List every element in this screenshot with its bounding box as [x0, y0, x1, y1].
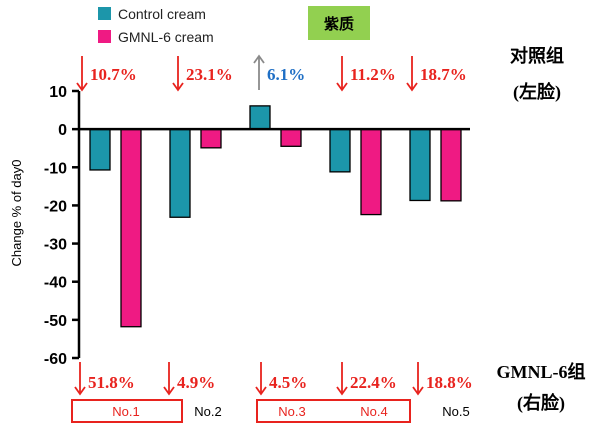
control-bar-no5 [409, 128, 431, 202]
bottom-arrow-4 [336, 362, 348, 396]
top-annotation-3: 6.1% [267, 65, 305, 84]
control-group-label: 对照组 [510, 45, 564, 66]
control-bar-no1 [89, 128, 111, 171]
gmnl-bar-no2 [200, 128, 222, 149]
subject-label-1: No.1 [112, 404, 139, 419]
top-arrow-3 [253, 54, 265, 90]
gmnl-group-label: GMNL-6组 [497, 361, 586, 382]
bottom-arrow-3 [255, 362, 267, 396]
y-axis-label: Change % of day0 [9, 160, 24, 267]
y-tick-label: -40 [44, 275, 67, 292]
control-bar-no2 [169, 128, 191, 218]
y-tick-label: -20 [44, 198, 67, 215]
top-arrow-4 [336, 56, 348, 92]
title-tag-box [308, 6, 370, 40]
title-tag-label: 紫质 [324, 15, 354, 33]
bottom-arrow-1 [74, 362, 86, 396]
legend-label-gmnl: GMNL-6 cream [118, 29, 214, 45]
gmnl-bar-no5 [440, 128, 462, 202]
y-tick-label: 0 [58, 122, 67, 139]
legend-swatch-gmnl [98, 30, 111, 43]
gmnl-group-sublabel: (右脸) [517, 392, 565, 414]
bottom-annotation-4: 22.4% [350, 373, 397, 392]
highlight-box-no1 [71, 399, 183, 423]
bottom-annotation-1: 51.8% [88, 373, 135, 392]
control-group-sublabel: (左脸) [513, 81, 561, 103]
bottom-arrow-5 [412, 362, 424, 396]
top-arrow-1 [76, 56, 88, 92]
legend-swatch-control [98, 7, 111, 20]
gmnl-bar-no1 [120, 128, 142, 328]
bottom-annotation-5: 18.8% [426, 373, 473, 392]
top-arrow-2 [172, 56, 184, 92]
top-annotation-1: 10.7% [90, 65, 137, 84]
top-annotation-4: 11.2% [350, 65, 396, 84]
y-tick-label: -60 [44, 351, 67, 368]
bottom-annotation-3: 4.5% [269, 373, 307, 392]
subject-label-4: No.4 [360, 404, 387, 419]
subject-label-2: No.2 [194, 404, 221, 419]
y-tick-label: -50 [44, 313, 67, 330]
y-tick-label: -10 [44, 160, 67, 177]
top-annotation-5: 18.7% [420, 65, 467, 84]
gmnl-bar-no4 [360, 128, 382, 216]
legend-label-control: Control cream [118, 6, 206, 22]
gmnl-bar-no3 [280, 128, 302, 147]
subject-label-5: No.5 [442, 404, 469, 419]
bottom-annotation-2: 4.9% [177, 373, 215, 392]
control-bar-no4 [329, 128, 351, 173]
highlight-box-no3-no4 [256, 399, 411, 423]
top-arrow-5 [406, 56, 418, 92]
top-annotation-2: 23.1% [186, 65, 233, 84]
subject-label-3: No.3 [278, 404, 305, 419]
bottom-arrow-2 [163, 362, 175, 396]
y-tick-label: 10 [49, 84, 67, 101]
y-tick-label: -30 [44, 237, 67, 254]
control-bar-no3 [249, 105, 271, 130]
